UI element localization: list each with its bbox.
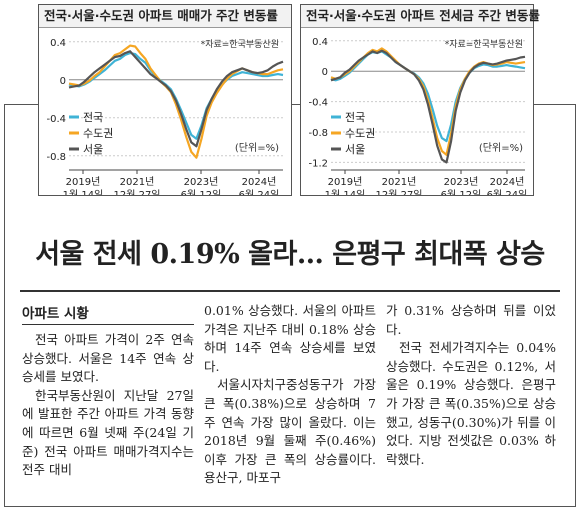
chart-unit: (단위=%) [479, 141, 523, 154]
y-tick-label: 0.4 [50, 38, 66, 49]
chart-source: *자료=한국부동산원 [445, 39, 523, 50]
frame-top-border [532, 104, 575, 105]
jeonse-price-chart-svg: 0.4 0 -0.4 -0.8 -1.22019년1월 14일 2021년12월 27일 2… [308, 37, 528, 195]
legend-label: 서울 [83, 143, 103, 156]
article-paragraph: 전국 전세가격지수는 0.04% 상승했다. 수도권은 0.12%, 서울은 0… [386, 340, 556, 467]
chart-title: 전국·서울·수도권 아파트 전세금 주간 변동률 [301, 5, 540, 28]
x-tick-date: 6월 12일 [181, 189, 222, 195]
x-tick-year: 2021년 [382, 176, 417, 188]
headline-rule [20, 290, 560, 292]
y-tick-label: 0 [322, 67, 328, 78]
x-tick-year: 2023년 [184, 176, 219, 188]
article-column-1: 전국 아파트 가격이 2주 연속 상승했다. 서울은 14주 연속 상승세를 보… [22, 331, 194, 480]
section-rule [22, 324, 194, 325]
y-tick-label: -0.8 [308, 128, 328, 139]
article-frame [4, 104, 576, 507]
x-tick-year: 2024년 [490, 176, 525, 188]
legend-label: 서울 [345, 143, 365, 156]
section-label: 아파트 시황 [22, 306, 89, 322]
legend-label: 수도권 [83, 127, 113, 140]
article-paragraph: 한국부동산원이 지난달 27일에 발표한 주간 아파트 가격 동향에 따르면 6… [22, 387, 194, 478]
x-tick-date: 1월 14일 [63, 189, 104, 195]
article-column-3: 가 0.31% 상승하며 뒤를 이었다. 전국 전세가격지수는 0.04% 상승했… [386, 302, 556, 469]
x-tick-date: 12월 27일 [375, 189, 422, 195]
x-tick-date: 6월 24일 [487, 189, 528, 195]
headline: 서울 전세 0.19% 올라… 은평구 최대폭 상승 [35, 239, 545, 270]
article-column-2: 0.01% 상승했다. 서울의 아파트 가격은 지난주 대비 0.18% 상승하… [204, 302, 376, 488]
x-tick-year: 2019년 [66, 176, 101, 188]
article-paragraph: 가 0.31% 상승하며 뒤를 이었다. [386, 303, 556, 337]
legend-label: 전국 [83, 111, 103, 124]
frame-top-border [290, 104, 300, 105]
frame-top-border [4, 104, 38, 105]
y-tick-label: -0.8 [46, 152, 66, 163]
article-paragraph: 서울시자치구중성동구가 가장 큰 폭(0.38%)으로 상승하며 7주 연속 가… [204, 377, 376, 486]
x-tick-year: 2021년 [120, 176, 155, 188]
jeonse-price-chart: 0.4 0 -0.4 -0.8 -1.22019년1월 14일 2021년12월 27일 2… [300, 4, 540, 196]
y-tick-label: 0.4 [312, 37, 328, 48]
y-tick-label: 0 [60, 76, 66, 87]
x-tick-date: 12월 27일 [113, 189, 160, 195]
y-tick-label: -0.4 [308, 98, 328, 109]
chart-unit: (단위=%) [235, 141, 279, 154]
x-tick-year: 2024년 [242, 176, 277, 188]
legend-label: 전국 [345, 111, 365, 124]
article-paragraph: 0.01% 상승했다. 서울의 아파트 가격은 지난주 대비 0.18% 상승하… [204, 303, 376, 374]
chart-title: 전국·서울·수도권 아파트 매매가 주간 변동률 [39, 5, 291, 28]
legend-label: 수도권 [345, 127, 375, 140]
chart-source: *자료=한국부동산원 [201, 39, 279, 50]
series-line-2 [68, 50, 284, 148]
article-paragraph: 전국 아파트 가격이 2주 연속 상승했다. 서울은 14주 연속 상승세를 보… [22, 332, 194, 385]
y-tick-label: -0.4 [46, 114, 66, 125]
series-line-2 [330, 49, 526, 164]
y-tick-label: -1.2 [308, 158, 328, 169]
x-tick-year: 2019년 [328, 176, 363, 188]
x-tick-date: 1월 14일 [325, 189, 366, 195]
sale-price-chart-svg: 0.4 0 -0.4 -0.8 2019년1월 14일 2021년12월 27일 2023년… [46, 38, 284, 195]
sale-price-chart: 0.4 0 -0.4 -0.8 2019년1월 14일 2021년12월 27일 2023년… [38, 4, 292, 196]
x-tick-year: 2023년 [444, 176, 479, 188]
x-tick-date: 6월 24일 [239, 189, 280, 195]
x-tick-date: 6월 12일 [441, 189, 482, 195]
